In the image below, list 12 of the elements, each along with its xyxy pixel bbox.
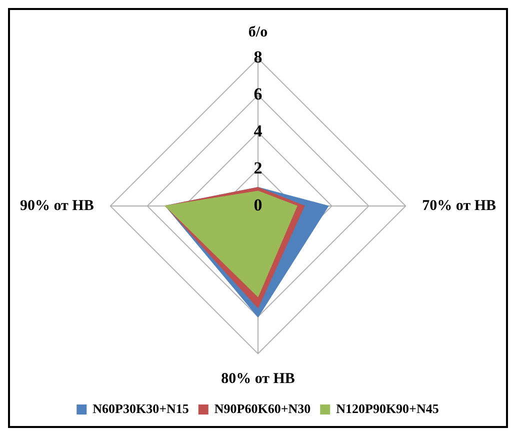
legend-label: N90P60K60+N30: [214, 400, 311, 416]
legend-label: N120P90K90+N45: [336, 400, 440, 416]
y-tick-label: 2: [254, 158, 262, 178]
spoke-label: 90% от НВ: [20, 198, 94, 214]
spoke-label: 70% от НВ: [422, 198, 496, 214]
y-tick-label: 6: [254, 84, 262, 104]
legend-label: N60P30K30+N15: [92, 400, 190, 416]
spoke-label: 80% от НВ: [221, 371, 295, 388]
y-tick-label: 8: [254, 48, 262, 67]
y-tick-label: 4: [254, 122, 263, 141]
y-tick-label: 0: [254, 195, 262, 214]
spoke-label: б/о: [248, 24, 268, 41]
